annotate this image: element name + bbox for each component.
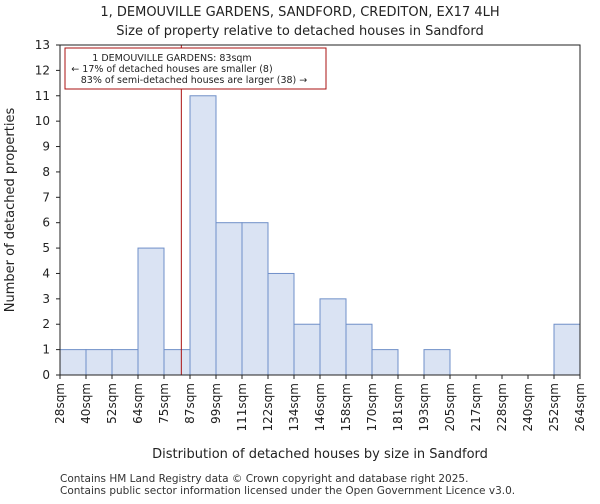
bar-28sqm: [59, 349, 87, 376]
x-axis-ticks: 28sqm 40sqm 52sqm 64sqm 75sqm 87sqm 99sqm 111sq…: [53, 375, 587, 431]
footer-line-1: Contains HM Land Registry data © Crown c…: [60, 473, 468, 485]
bar-40sqm: [85, 349, 113, 376]
x-tick-label: 134sqm: [287, 383, 301, 431]
annotation-box: [64, 47, 327, 90]
x-tick-label: 122sqm: [261, 383, 275, 431]
plot-frame: [59, 44, 581, 376]
x-tick-label: 87sqm: [183, 383, 197, 424]
y-tick-label: 0: [42, 368, 50, 382]
bar-99sqm: [215, 222, 243, 376]
x-tick-label: 240sqm: [521, 383, 535, 431]
x-tick-label: 52sqm: [105, 383, 119, 424]
y-tick-label: 12: [35, 63, 50, 77]
x-tick-label: 64sqm: [131, 383, 145, 424]
bar-146sqm: [319, 298, 347, 376]
x-tick-label: 111sqm: [235, 383, 249, 431]
x-tick-label: 228sqm: [495, 383, 509, 431]
bar-75sqm: [163, 349, 191, 376]
annotation-line-3: 83% of semi-detached houses are larger (…: [81, 75, 308, 86]
y-tick-label: 1: [42, 343, 50, 357]
bar-134sqm: [293, 323, 321, 376]
bar-122sqm: [267, 272, 295, 376]
bar-193sqm: [423, 349, 451, 376]
x-tick-label: 264sqm: [573, 383, 587, 431]
y-tick-label: 5: [42, 241, 50, 255]
y-tick-label: 10: [35, 114, 50, 128]
annotation-line-1: 1 DEMOUVILLE GARDENS: 83sqm: [92, 53, 251, 64]
footer-line-2: Contains public sector information licen…: [60, 485, 515, 497]
x-tick-label: 28sqm: [53, 383, 67, 424]
y-tick-label: 11: [35, 89, 50, 103]
x-tick-label: 75sqm: [157, 383, 171, 424]
y-axis-label: Number of detached properties: [3, 108, 18, 313]
x-axis-label: Distribution of detached houses by size …: [152, 447, 488, 462]
y-tick-label: 8: [42, 165, 50, 179]
bar-111sqm: [241, 222, 269, 376]
x-tick-label: 252sqm: [547, 383, 561, 431]
x-tick-label: 99sqm: [209, 383, 223, 424]
x-tick-label: 217sqm: [469, 383, 483, 431]
annotation-line-2: ← 17% of detached houses are smaller (8): [71, 64, 272, 75]
x-tick-label: 205sqm: [443, 383, 457, 431]
bar-252sqm: [553, 323, 581, 376]
chart-title: 1, DEMOUVILLE GARDENS, SANDFORD, CREDITO…: [100, 5, 499, 20]
bars-layer: [59, 95, 581, 376]
bar-87sqm: [189, 95, 217, 376]
y-tick-label: 3: [42, 292, 50, 306]
x-tick-label: 170sqm: [365, 383, 379, 431]
y-tick-label: 7: [42, 190, 50, 204]
chart-subtitle: Size of property relative to detached ho…: [116, 24, 483, 39]
x-tick-label: 40sqm: [79, 383, 93, 424]
bar-64sqm: [137, 247, 165, 376]
x-tick-label: 181sqm: [391, 383, 405, 431]
x-tick-label: 146sqm: [313, 383, 327, 431]
y-tick-label: 9: [42, 140, 50, 154]
x-tick-label: 158sqm: [339, 383, 353, 431]
y-tick-label: 2: [42, 317, 50, 331]
y-tick-label: 13: [35, 38, 50, 52]
y-tick-label: 6: [42, 216, 50, 230]
bar-170sqm: [371, 349, 399, 376]
y-tick-label: 4: [42, 266, 50, 280]
bar-158sqm: [345, 323, 373, 376]
x-tick-label: 193sqm: [417, 383, 431, 431]
bar-52sqm: [111, 349, 139, 376]
